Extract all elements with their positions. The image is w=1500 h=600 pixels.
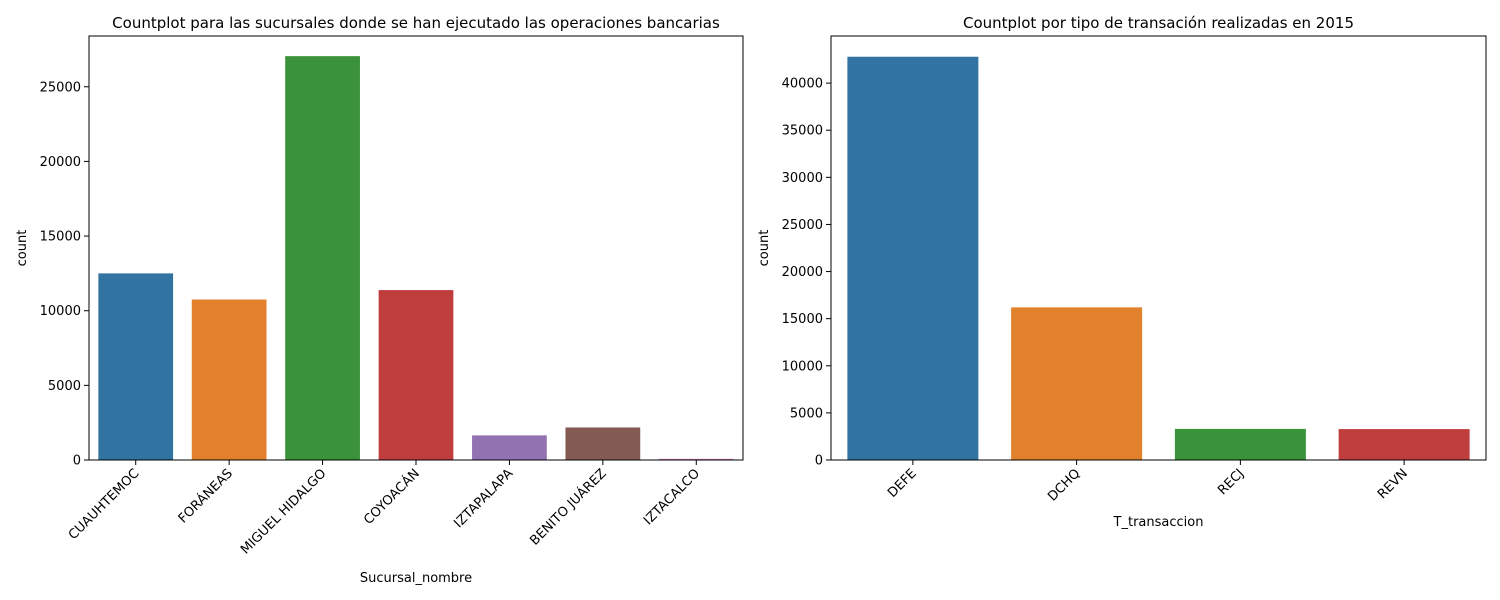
- x-tick-label: COYOACÁN: [360, 466, 422, 528]
- y-tick-label: 25000: [782, 218, 823, 233]
- y-axis: 0 5000 10000 15000 20000 25000 30000 35000 40000: [782, 77, 831, 469]
- y-tick-label: 10000: [782, 359, 823, 374]
- bars: [847, 56, 1470, 461]
- y-tick-label: 30000: [782, 171, 823, 186]
- x-axis: CUAUHTEMOC FORÁNEAS MIGUEL HIDALGO COYOACÁN…: [66, 460, 703, 557]
- x-tick-label: IZTACALCO: [641, 466, 703, 528]
- y-tick-label: 5000: [48, 379, 81, 394]
- chart-sucursales: Countplot para las sucursales donde se h…: [15, 14, 744, 586]
- x-tick-label: DEFE: [885, 466, 920, 501]
- y-tick-label: 5000: [790, 406, 823, 421]
- plot-frame: [830, 35, 1487, 461]
- y-tick-label: 35000: [782, 124, 823, 139]
- y-tick-label: 0: [73, 454, 81, 469]
- y-axis-label: count: [757, 230, 772, 267]
- y-axis: 0 5000 10000 15000 20000 25000: [40, 80, 89, 469]
- x-tick-label: RECJ: [1215, 466, 1247, 498]
- x-tick-label: IZTAPALAPA: [451, 466, 516, 531]
- bar-coyoacán: [378, 290, 454, 460]
- plot-frame: [88, 35, 744, 461]
- chart-title: Countplot por tipo de transación realiza…: [963, 14, 1354, 32]
- y-tick-label: 20000: [40, 155, 81, 170]
- x-tick-label: FORÁNEAS: [175, 466, 236, 527]
- bars: [98, 56, 734, 460]
- bar-recj: [1174, 428, 1306, 460]
- y-tick-label: 15000: [40, 230, 81, 245]
- bar-defe: [847, 56, 979, 461]
- y-tick-label: 20000: [782, 265, 823, 280]
- bar-dchq: [1011, 307, 1143, 460]
- y-tick-label: 10000: [40, 304, 81, 319]
- x-axis-label: T_transaccion: [1113, 515, 1204, 530]
- x-tick-label: MIGUEL HIDALGO: [238, 466, 329, 557]
- bar-revn: [1338, 429, 1470, 460]
- y-tick-label: 15000: [782, 312, 823, 327]
- x-axis-label: Sucursal_nombre: [360, 571, 472, 586]
- bar-iztacalco: [658, 458, 734, 460]
- x-axis: DEFE DCHQ RECJ REVN: [885, 460, 1411, 504]
- bar-cuauhtemoc: [98, 273, 174, 460]
- y-tick-label: 25000: [40, 80, 81, 95]
- chart-tipo-transaccion: Countplot por tipo de transación realiza…: [757, 14, 1487, 530]
- bar-benito-juárez: [565, 427, 641, 460]
- y-tick-label: 40000: [782, 77, 823, 92]
- x-tick-label: BENITO JUÁREZ: [527, 465, 610, 548]
- x-tick-label: DCHQ: [1045, 466, 1083, 504]
- chart-title: Countplot para las sucursales donde se h…: [112, 14, 720, 32]
- x-tick-label: CUAUHTEMOC: [66, 466, 143, 543]
- x-tick-label: REVN: [1375, 466, 1411, 502]
- bar-foráneas: [191, 299, 267, 460]
- y-axis-label: count: [15, 230, 30, 267]
- y-tick-label: 0: [815, 454, 823, 469]
- bar-miguel-hidalgo: [285, 56, 360, 460]
- bar-iztapalapa: [472, 435, 547, 460]
